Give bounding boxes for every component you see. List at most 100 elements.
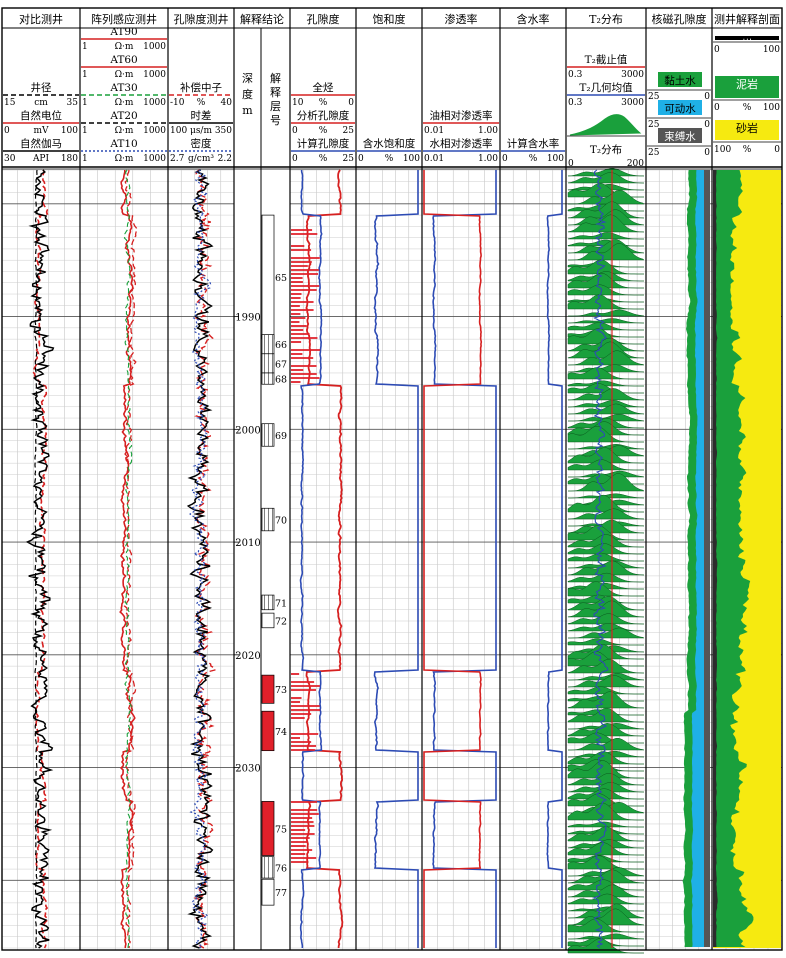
lithology-label: 煤 (742, 38, 753, 51)
t2-spectrum (567, 732, 644, 744)
scale-max: 1000 (143, 42, 166, 52)
scale-min: 0 (292, 154, 298, 164)
scale-max: 100 (763, 103, 780, 113)
scale-min: 0 (568, 159, 574, 169)
t2-spectrum (567, 613, 644, 625)
curve-sw (373, 170, 419, 948)
t2-spectrum (567, 675, 645, 688)
t2-spectrum (567, 459, 644, 471)
t2-spectrum (567, 534, 644, 548)
t2-spectrum (567, 525, 644, 541)
t2-header-shape (569, 114, 642, 136)
scale-min: 25 (648, 148, 660, 158)
scale-unit: % (319, 154, 328, 164)
scale-min: 25 (648, 120, 660, 130)
scale-name: AT20 (109, 110, 137, 122)
track-title: 核磁孔隙度 (652, 12, 707, 26)
scale-max: 0 (348, 98, 354, 108)
lithology-coal (713, 170, 718, 947)
t2-spectrum (567, 572, 644, 583)
layer-number: 74 (275, 727, 287, 738)
scale-name: AT10 (109, 138, 137, 150)
t2-spectrum (567, 826, 644, 842)
curve-gr (25, 169, 55, 949)
scale-name: T₂截止值 (585, 53, 628, 66)
t2-spectrum (567, 821, 644, 828)
scale-max: 0 (704, 92, 710, 102)
t2-spectrum (567, 272, 644, 289)
scale-unit: % (743, 103, 752, 113)
t2-spectrum (568, 672, 645, 681)
t2-spectrum (567, 782, 644, 793)
t2-spectrum (567, 906, 644, 912)
scale-max: 100 (403, 154, 420, 164)
t2-spectrum (567, 658, 644, 674)
t2-spectrum (568, 867, 645, 877)
depth-label: 1990 (235, 313, 260, 324)
scale-name: AT90 (109, 26, 137, 38)
layer-number: 76 (275, 863, 287, 874)
scale-unit: % (743, 145, 752, 155)
scale-unit: Ω·m (115, 126, 134, 136)
scale-unit: % (385, 154, 394, 164)
depth-label: 2000 (235, 425, 260, 436)
track-title: 对比测井 (19, 12, 63, 26)
layer-number: 66 (275, 340, 287, 351)
scale-name: 全烃 (313, 81, 334, 94)
scale-name: 分析孔隙度 (297, 109, 350, 122)
layer-number: 68 (275, 375, 287, 386)
t2-spectrum (567, 773, 644, 786)
scale-max: 1000 (143, 126, 166, 136)
scale-max: 25 (343, 126, 355, 136)
lithology-swatch (715, 76, 779, 98)
t2-spectrum (567, 239, 644, 247)
scale-max: 40 (221, 98, 233, 108)
grid-layer (2, 169, 782, 950)
scale-min: 2.7 (170, 154, 185, 164)
scale-min: 1 (82, 70, 88, 80)
nmr-bound-water (704, 170, 710, 947)
t2-spectrum (567, 581, 644, 597)
layer-number: 73 (275, 685, 287, 696)
scale-min: 0 (292, 126, 298, 136)
curve-at30 (123, 169, 133, 949)
scale-max: 1.00 (478, 154, 498, 164)
t2-spectrum (567, 318, 644, 324)
scale-min: 100 (170, 126, 187, 136)
curve-calc-porosity (299, 169, 323, 949)
track-title: T₂分布 (589, 13, 623, 26)
scale-min: 0.3 (568, 98, 583, 108)
scale-unit: % (319, 98, 328, 108)
t2-spectrum (567, 644, 644, 660)
scale-unit: Ω·m (115, 42, 134, 52)
scale-min: 100 (714, 145, 731, 155)
layer-box (261, 801, 275, 856)
layer-header: 层 (270, 100, 281, 113)
scale-name: 含水饱和度 (363, 137, 416, 150)
layer-box (261, 353, 275, 374)
scale-max: 100 (61, 126, 78, 136)
header-layer: 对比测井 阵列感应测井 孔隙度测井 解释结论 孔隙度 饱和度 渗透率 含水率 T₂分布 核磁孔隙度… (3, 12, 781, 775)
layer-number: 67 (275, 359, 287, 370)
outer-frame (1, 7, 783, 951)
scale-unit: % (197, 98, 206, 108)
layer-box (261, 507, 275, 532)
lithology-label: 泥岩 (736, 77, 758, 91)
curve-at60 (123, 169, 138, 949)
lithology-swatch (715, 36, 779, 40)
layer-header: 解 (270, 71, 281, 85)
t2-spectrum (567, 284, 644, 296)
track-title: 含水率 (517, 12, 550, 26)
t2-spectrum (567, 879, 644, 891)
depth-label: 2030 (235, 764, 260, 775)
legend-swatch (658, 100, 702, 115)
layer-box (261, 878, 275, 906)
t2-spectrum (567, 214, 645, 233)
layer-box (261, 334, 275, 355)
scale-max: 35 (67, 98, 79, 108)
t2-spectrum (567, 380, 644, 387)
t2-spectrum (568, 309, 645, 317)
t2-spectrum (567, 638, 644, 646)
scale-max: 100 (763, 45, 780, 55)
t2-spectrum (568, 189, 645, 205)
